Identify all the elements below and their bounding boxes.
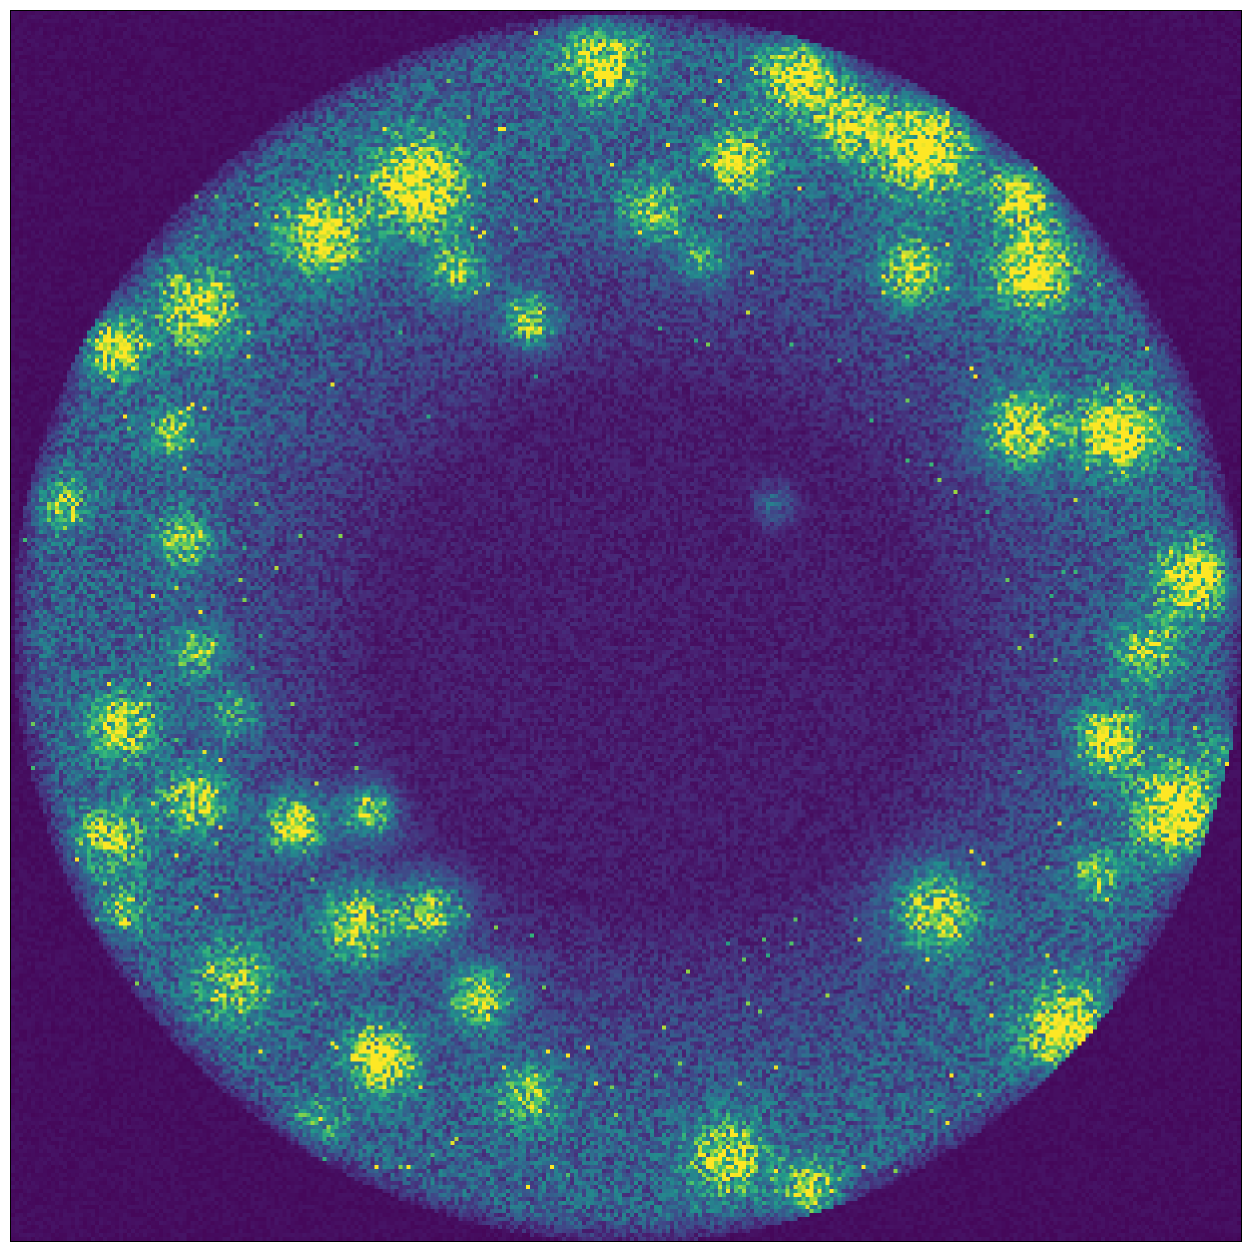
fluorescence-canvas	[11, 11, 1241, 1241]
microscopy-image	[10, 10, 1242, 1242]
